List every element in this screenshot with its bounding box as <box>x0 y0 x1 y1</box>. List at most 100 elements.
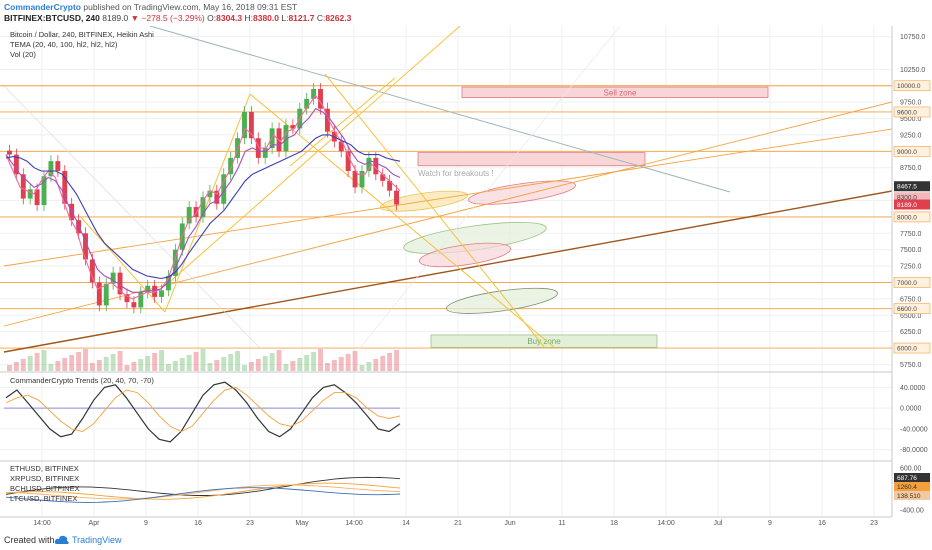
tema-line <box>5 134 401 280</box>
volume-bar <box>138 359 144 371</box>
y-tick-label: 8750.0 <box>900 165 922 172</box>
candle-body <box>338 141 344 152</box>
candle-body <box>62 170 68 204</box>
candle-body <box>27 189 33 199</box>
volume-bar <box>159 350 164 371</box>
candle-body <box>290 125 296 129</box>
x-tick-label: Apr <box>89 520 101 527</box>
candle-body <box>165 275 171 291</box>
legends: Bitcoin / Dollar, 240, BITFINEX, Heikin … <box>10 30 154 503</box>
y-tick-label: -40.0000 <box>900 426 928 433</box>
price-tag-label: 9000.0 <box>897 149 917 156</box>
candle-body <box>324 108 330 132</box>
candle-body <box>41 176 47 206</box>
volume-bar <box>200 349 206 371</box>
x-tick-label: 14:00 <box>33 520 51 527</box>
volume-bar <box>89 363 95 371</box>
x-tick-label: 9 <box>144 520 148 527</box>
x-tick-label: 23 <box>870 520 878 527</box>
faint-trendline <box>3 85 261 349</box>
oscillator-panel <box>4 381 401 443</box>
y-tick-label: 40.0000 <box>900 385 925 392</box>
comparison-line <box>5 482 401 500</box>
x-tick-label: May <box>295 520 309 527</box>
candle-body <box>248 111 254 139</box>
volume-bar <box>13 362 19 371</box>
volume-bar <box>193 352 199 371</box>
y-tick-label: 9250.0 <box>900 132 922 139</box>
target-ellipse <box>446 287 558 314</box>
candle-body <box>304 98 310 109</box>
candle-body <box>7 150 12 155</box>
tradingview-brand[interactable]: TradingView <box>72 535 122 545</box>
oscillator-legend: CommanderCrypto Trends (20, 40, 70, -70) <box>10 376 154 385</box>
comparison-legend-entry: LTCUSD, BITFINEX <box>10 494 77 503</box>
price-tag-label: 138.510 <box>897 493 921 500</box>
candle-body <box>380 174 386 181</box>
candle-body <box>55 161 61 171</box>
candle-body <box>138 292 144 308</box>
candle-body <box>193 207 199 217</box>
candle-body <box>352 170 358 188</box>
volume-bar <box>117 351 123 371</box>
ohlc-line: BITFINEX:BTCUSD, 240 8189.0 ▼ −278.5 (−3… <box>4 13 351 23</box>
candle-body <box>117 272 123 295</box>
y-tick-label: 600.00 <box>900 466 922 473</box>
candle-body <box>172 249 178 276</box>
volume-bar <box>255 359 261 371</box>
chart-canvas[interactable]: Sell zone Watch for breakouts ! Buy zone 1… <box>0 26 932 530</box>
candle-body <box>20 174 26 199</box>
upper-trendline <box>3 128 893 267</box>
candle-body <box>228 157 234 175</box>
candle-body <box>159 290 164 297</box>
close-value: 8262.3 <box>325 13 352 23</box>
y-tick-label: 10750.0 <box>900 34 925 41</box>
close-label: C: <box>316 13 326 23</box>
candle-body <box>131 302 137 308</box>
volume-bar <box>34 353 40 371</box>
last-price: 8189.0 <box>102 13 129 23</box>
author-link[interactable]: CommanderCrypto <box>4 2 81 12</box>
y-tick-label: -400.00 <box>900 507 924 514</box>
volume-bar <box>124 365 130 371</box>
candle-body <box>214 190 220 204</box>
volume-bar <box>41 350 47 371</box>
comparison-panel <box>5 476 401 503</box>
y-tick-label: 0.0000 <box>900 406 922 413</box>
price-tag-box <box>894 181 930 192</box>
volume-bar <box>394 350 399 371</box>
volume-bar <box>352 351 358 371</box>
candle-body <box>262 148 268 158</box>
volume-bar <box>221 357 227 371</box>
candle-body <box>96 282 102 306</box>
wedge-line <box>164 93 251 313</box>
x-tick-label: 14:00 <box>657 520 675 527</box>
x-tick-label: 18 <box>610 520 618 527</box>
volume-bar <box>366 362 372 371</box>
candle-body <box>283 125 289 152</box>
price-tag-label: 10000.0 <box>897 83 921 90</box>
publish-line: CommanderCrypto published on TradingView… <box>4 2 297 12</box>
volume-bar <box>311 352 317 371</box>
open-label: O: <box>207 13 217 23</box>
volume-bar <box>290 361 296 371</box>
candle-body <box>186 207 192 224</box>
candle-body <box>235 138 241 158</box>
candle-body <box>318 89 323 109</box>
volume-bar <box>7 365 12 371</box>
down-arrow-icon: ▼ <box>130 13 140 23</box>
x-tick-label: 16 <box>194 520 202 527</box>
y-tick-label: 6750.0 <box>900 296 922 303</box>
volume-bar <box>269 353 275 371</box>
low-label: L: <box>281 13 289 23</box>
price-tag-label: 9600.0 <box>897 109 917 116</box>
target-ellipse <box>468 180 576 205</box>
volume-bar <box>338 357 344 371</box>
target-ellipse <box>419 242 511 268</box>
volume-bar <box>262 356 268 371</box>
candle-body <box>103 283 109 306</box>
candle-body <box>200 197 206 217</box>
y-tick-label: 7250.0 <box>900 264 922 271</box>
volume-bar <box>331 360 337 371</box>
y-tick-label: 6500.0 <box>900 313 922 320</box>
